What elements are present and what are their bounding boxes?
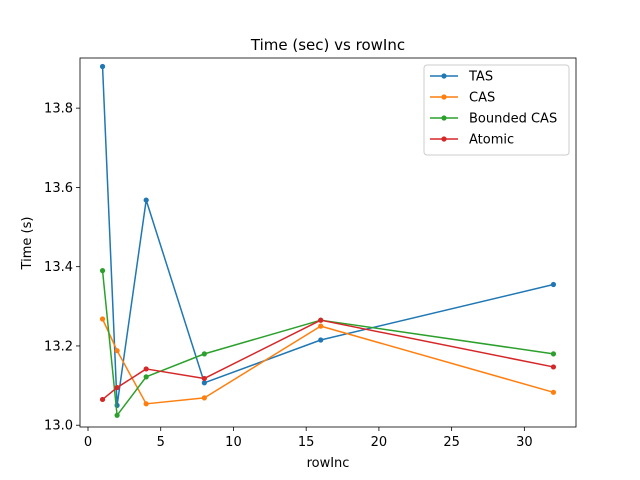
series-point-1-4 <box>318 323 324 329</box>
x-tick-label: 0 <box>84 435 92 450</box>
axes: 0 5 10 15 20 25 30 13.0 13.2 13.4 13.6 13.8 <box>44 57 577 450</box>
x-tick-label: 30 <box>516 435 533 450</box>
series-point-1-5 <box>550 389 557 395</box>
plot-area <box>99 63 557 418</box>
x-tick-label: 25 <box>443 435 460 450</box>
y-tick-label: 13.4 <box>44 260 73 275</box>
series-point-0-2 <box>143 197 149 203</box>
legend-label: Atomic <box>469 133 514 148</box>
y-tick-label: 13.0 <box>44 419 73 434</box>
legend-label: CAS <box>469 91 495 106</box>
x-tick-label: 10 <box>225 435 242 450</box>
legend-swatch-marker <box>441 94 447 100</box>
series-point-1-3 <box>201 395 207 401</box>
legend: TAS CAS Bounded CAS Atomic <box>423 64 570 156</box>
series-point-2-0 <box>99 268 106 274</box>
series-point-3-4 <box>318 317 324 323</box>
legend-label: TAS <box>468 70 493 85</box>
series-point-2-5 <box>550 351 557 357</box>
series-line-2 <box>101 270 554 417</box>
series-point-0-4 <box>318 337 324 343</box>
legend-box <box>423 64 570 156</box>
series-point-3-0 <box>99 396 106 403</box>
series-point-0-0 <box>99 63 106 70</box>
series-line-3 <box>102 319 554 401</box>
chart-title: Time (sec) vs rowInc <box>250 36 405 54</box>
x-tick-label: 15 <box>298 435 315 450</box>
series-point-1-2 <box>143 401 149 407</box>
x-tick-label: 20 <box>371 435 388 450</box>
series-point-2-2 <box>143 374 149 380</box>
series-point-3-2 <box>143 366 149 372</box>
legend-swatch-marker <box>441 115 447 121</box>
series-line-1 <box>101 318 554 405</box>
y-tick-label: 13.2 <box>44 339 73 354</box>
series-point-1-0 <box>99 316 106 322</box>
series-line-0 <box>101 66 554 407</box>
series-point-3-3 <box>201 375 207 382</box>
series-point-2-3 <box>201 351 207 357</box>
series-point-0-5 <box>550 281 557 288</box>
legend-label: Bounded CAS <box>469 112 557 127</box>
series-point-0-3 <box>201 380 207 386</box>
x-tick-label: 5 <box>157 435 165 450</box>
legend-swatch-marker <box>441 73 447 79</box>
series-point-1-1 <box>114 348 120 354</box>
series-point-3-1 <box>114 384 120 391</box>
series-point-2-1 <box>114 412 120 418</box>
y-tick-label: 13.8 <box>44 102 73 117</box>
series-point-3-5 <box>550 364 557 370</box>
y-axis-title: Time (s) <box>20 217 35 271</box>
y-tick-label: 13.6 <box>44 181 73 196</box>
axes-frame <box>79 57 577 428</box>
legend-swatch-marker <box>441 136 447 142</box>
x-axis-title: rowInc <box>307 456 350 471</box>
